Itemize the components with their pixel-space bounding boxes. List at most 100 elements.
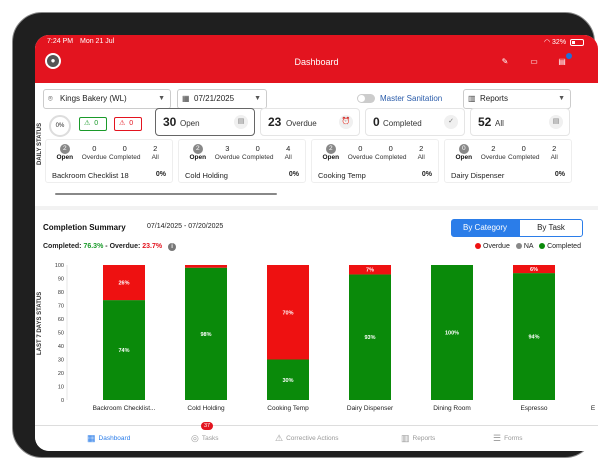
status-card-open[interactable]: 30 Open ▤ (155, 108, 255, 136)
horizontal-scrollbar[interactable] (55, 193, 277, 195)
green-warning-badge[interactable]: ⚠ 0 (79, 117, 107, 131)
warning-triangle-icon: ⚠ (84, 120, 91, 127)
bar-completed (103, 300, 145, 400)
status-card-number: 0 (373, 115, 380, 129)
open-label: Open (322, 154, 340, 161)
nav-dashboard[interactable]: ▦ Dashboard (87, 433, 130, 444)
data-label-completed: 98% (200, 332, 211, 338)
checklist-name: Cooking Temp (318, 171, 366, 180)
all-count: 2 (419, 144, 424, 153)
bar-completed (185, 267, 227, 400)
data-label-completed: 30% (282, 378, 293, 384)
checklist-edit-icon[interactable]: ✎ (501, 57, 509, 66)
bar-overdue (185, 265, 227, 268)
notification-icon[interactable]: ▤ (555, 53, 572, 69)
page-title: Dashboard (294, 57, 339, 67)
checklist-card[interactable]: 0 Open 2 Overdue 0 Completed 2 All Dairy Dis… (444, 139, 572, 183)
bar-completed (349, 274, 391, 400)
legend-completed: Completed (547, 243, 581, 250)
data-label-completed: 94% (528, 335, 539, 341)
date-value: 07/21/2025 (194, 94, 235, 103)
checklist-card[interactable]: 2 Open 0 Overdue 0 Completed 2 All Backroom … (45, 139, 173, 183)
y-tick-label: 20 (58, 371, 64, 377)
daily-status-label: DAILY STATUS (37, 122, 43, 165)
overdue-stat-label: Overdue: (109, 243, 141, 250)
master-sanitation-toggle[interactable] (357, 94, 375, 103)
status-card-number: 52 (478, 115, 492, 129)
app-screen: 7:24 PM Mon 21 Jul ◠ 32% ● Dashboard ✎ ▭… (35, 35, 598, 451)
checklist-counts: 2 Open 0 Overdue 0 Completed 2 All (50, 144, 170, 161)
overdue-count: 3 (225, 144, 230, 153)
red-warning-count: 0 (129, 120, 134, 127)
completed-count: 0 (521, 144, 526, 153)
alarm-icon: ⏰ (339, 115, 353, 129)
x-tick-label: Dairy Dispenser (347, 405, 394, 412)
status-card-number: 23 (268, 115, 282, 129)
nav-dashboard-label: Dashboard (98, 435, 131, 442)
status-card-number: 30 (163, 115, 177, 129)
open-count: 2 (325, 144, 336, 154)
chevron-down-icon: ▼ (254, 95, 261, 102)
status-card-all[interactable]: 52 All ▤ (470, 108, 570, 136)
data-label-completed: 93% (364, 335, 375, 341)
all-count: 2 (552, 144, 557, 153)
battery-percent: 32% (552, 39, 567, 46)
reports-value: Reports (480, 94, 509, 103)
status-bar: 7:24 PM Mon 21 Jul ◠ 32% (35, 35, 598, 49)
reports-icon: ▥ (401, 433, 410, 443)
data-label-overdue: 26% (118, 281, 129, 287)
checklist-percent: 0% (421, 171, 432, 178)
completed-label: Completed (242, 154, 274, 161)
bar-overdue (267, 265, 309, 360)
x-tick-label: Espresso (520, 405, 547, 412)
info-icon[interactable]: i (168, 243, 177, 251)
open-count: 2 (192, 144, 203, 154)
checklist-card[interactable]: 2 Open 3 Overdue 0 Completed 4 All Cold Hold… (178, 139, 306, 183)
checklist-card[interactable]: 2 Open 0 Overdue 0 Completed 2 All Cooking T… (311, 139, 439, 183)
completion-summary-range: 07/14/2025 - 07/20/2025 (147, 223, 224, 230)
nav-corrective-actions[interactable]: ⚠ Corrective Actions (275, 433, 338, 444)
tasks-count-badge: 37 (201, 422, 214, 430)
completion-stats: Completed: 76.3% - Overdue: 23.7% i (43, 243, 177, 251)
tab-by-category[interactable]: By Category (451, 219, 519, 237)
legend-swatch-completed (539, 243, 546, 249)
forms-icon: ☰ (493, 433, 502, 443)
completed-icon: ✓ (444, 115, 458, 129)
bar-completed (513, 273, 555, 400)
tab-by-task[interactable]: By Task (519, 219, 583, 237)
calendar-icon: ▦ (182, 94, 190, 103)
avatar[interactable]: ● (45, 53, 61, 69)
bar-overdue (103, 265, 145, 301)
chat-icon[interactable]: ▭ (530, 57, 538, 66)
legend-swatch-overdue (475, 243, 481, 249)
bar-completed (431, 265, 473, 400)
data-label-completed: 74% (118, 348, 129, 354)
bottom-nav: ▦ Dashboard ◎ Tasks 37 ⚠ Corrective Actions… (35, 422, 598, 451)
overdue-label: Overdue (480, 154, 506, 161)
completed-label: Completed (508, 154, 540, 161)
legend-overdue: Overdue (483, 243, 510, 250)
overdue-count: 0 (92, 144, 97, 153)
bar-overdue (513, 265, 555, 274)
completed-count: 0 (388, 144, 393, 153)
open-label: Open (455, 154, 473, 161)
status-card-completed[interactable]: 0 Completed ✓ (365, 108, 465, 136)
checklist-counts: 2 Open 0 Overdue 0 Completed 2 All (316, 144, 436, 161)
x-tick-label: Cooking Temp (267, 405, 309, 412)
store-select[interactable]: ⌾ Kings Bakery (WL) ▼ (43, 89, 171, 109)
open-label: Open (189, 154, 207, 161)
report-icon: ▥ (468, 94, 476, 103)
nav-forms[interactable]: ☰ Forms (493, 433, 523, 444)
nav-reports[interactable]: ▥ Reports (401, 433, 435, 444)
data-label-overdue: 7% (366, 268, 374, 274)
daily-percent-ring: 0% (49, 115, 71, 137)
date-select[interactable]: ▦ 07/21/2025 ▼ (177, 89, 267, 109)
y-tick-label: 0 (61, 398, 64, 404)
data-label-overdue: 70% (282, 310, 293, 316)
last-7-days-label: LAST 7 DAYS STATUS (37, 291, 43, 355)
overdue-label: Overdue (347, 154, 373, 161)
reports-select[interactable]: ▥ Reports ▼ (463, 89, 571, 109)
status-card-overdue[interactable]: 23 Overdue ⏰ (260, 108, 360, 136)
red-warning-badge[interactable]: ⚠ 0 (114, 117, 142, 131)
nav-tasks[interactable]: ◎ Tasks (191, 433, 218, 444)
